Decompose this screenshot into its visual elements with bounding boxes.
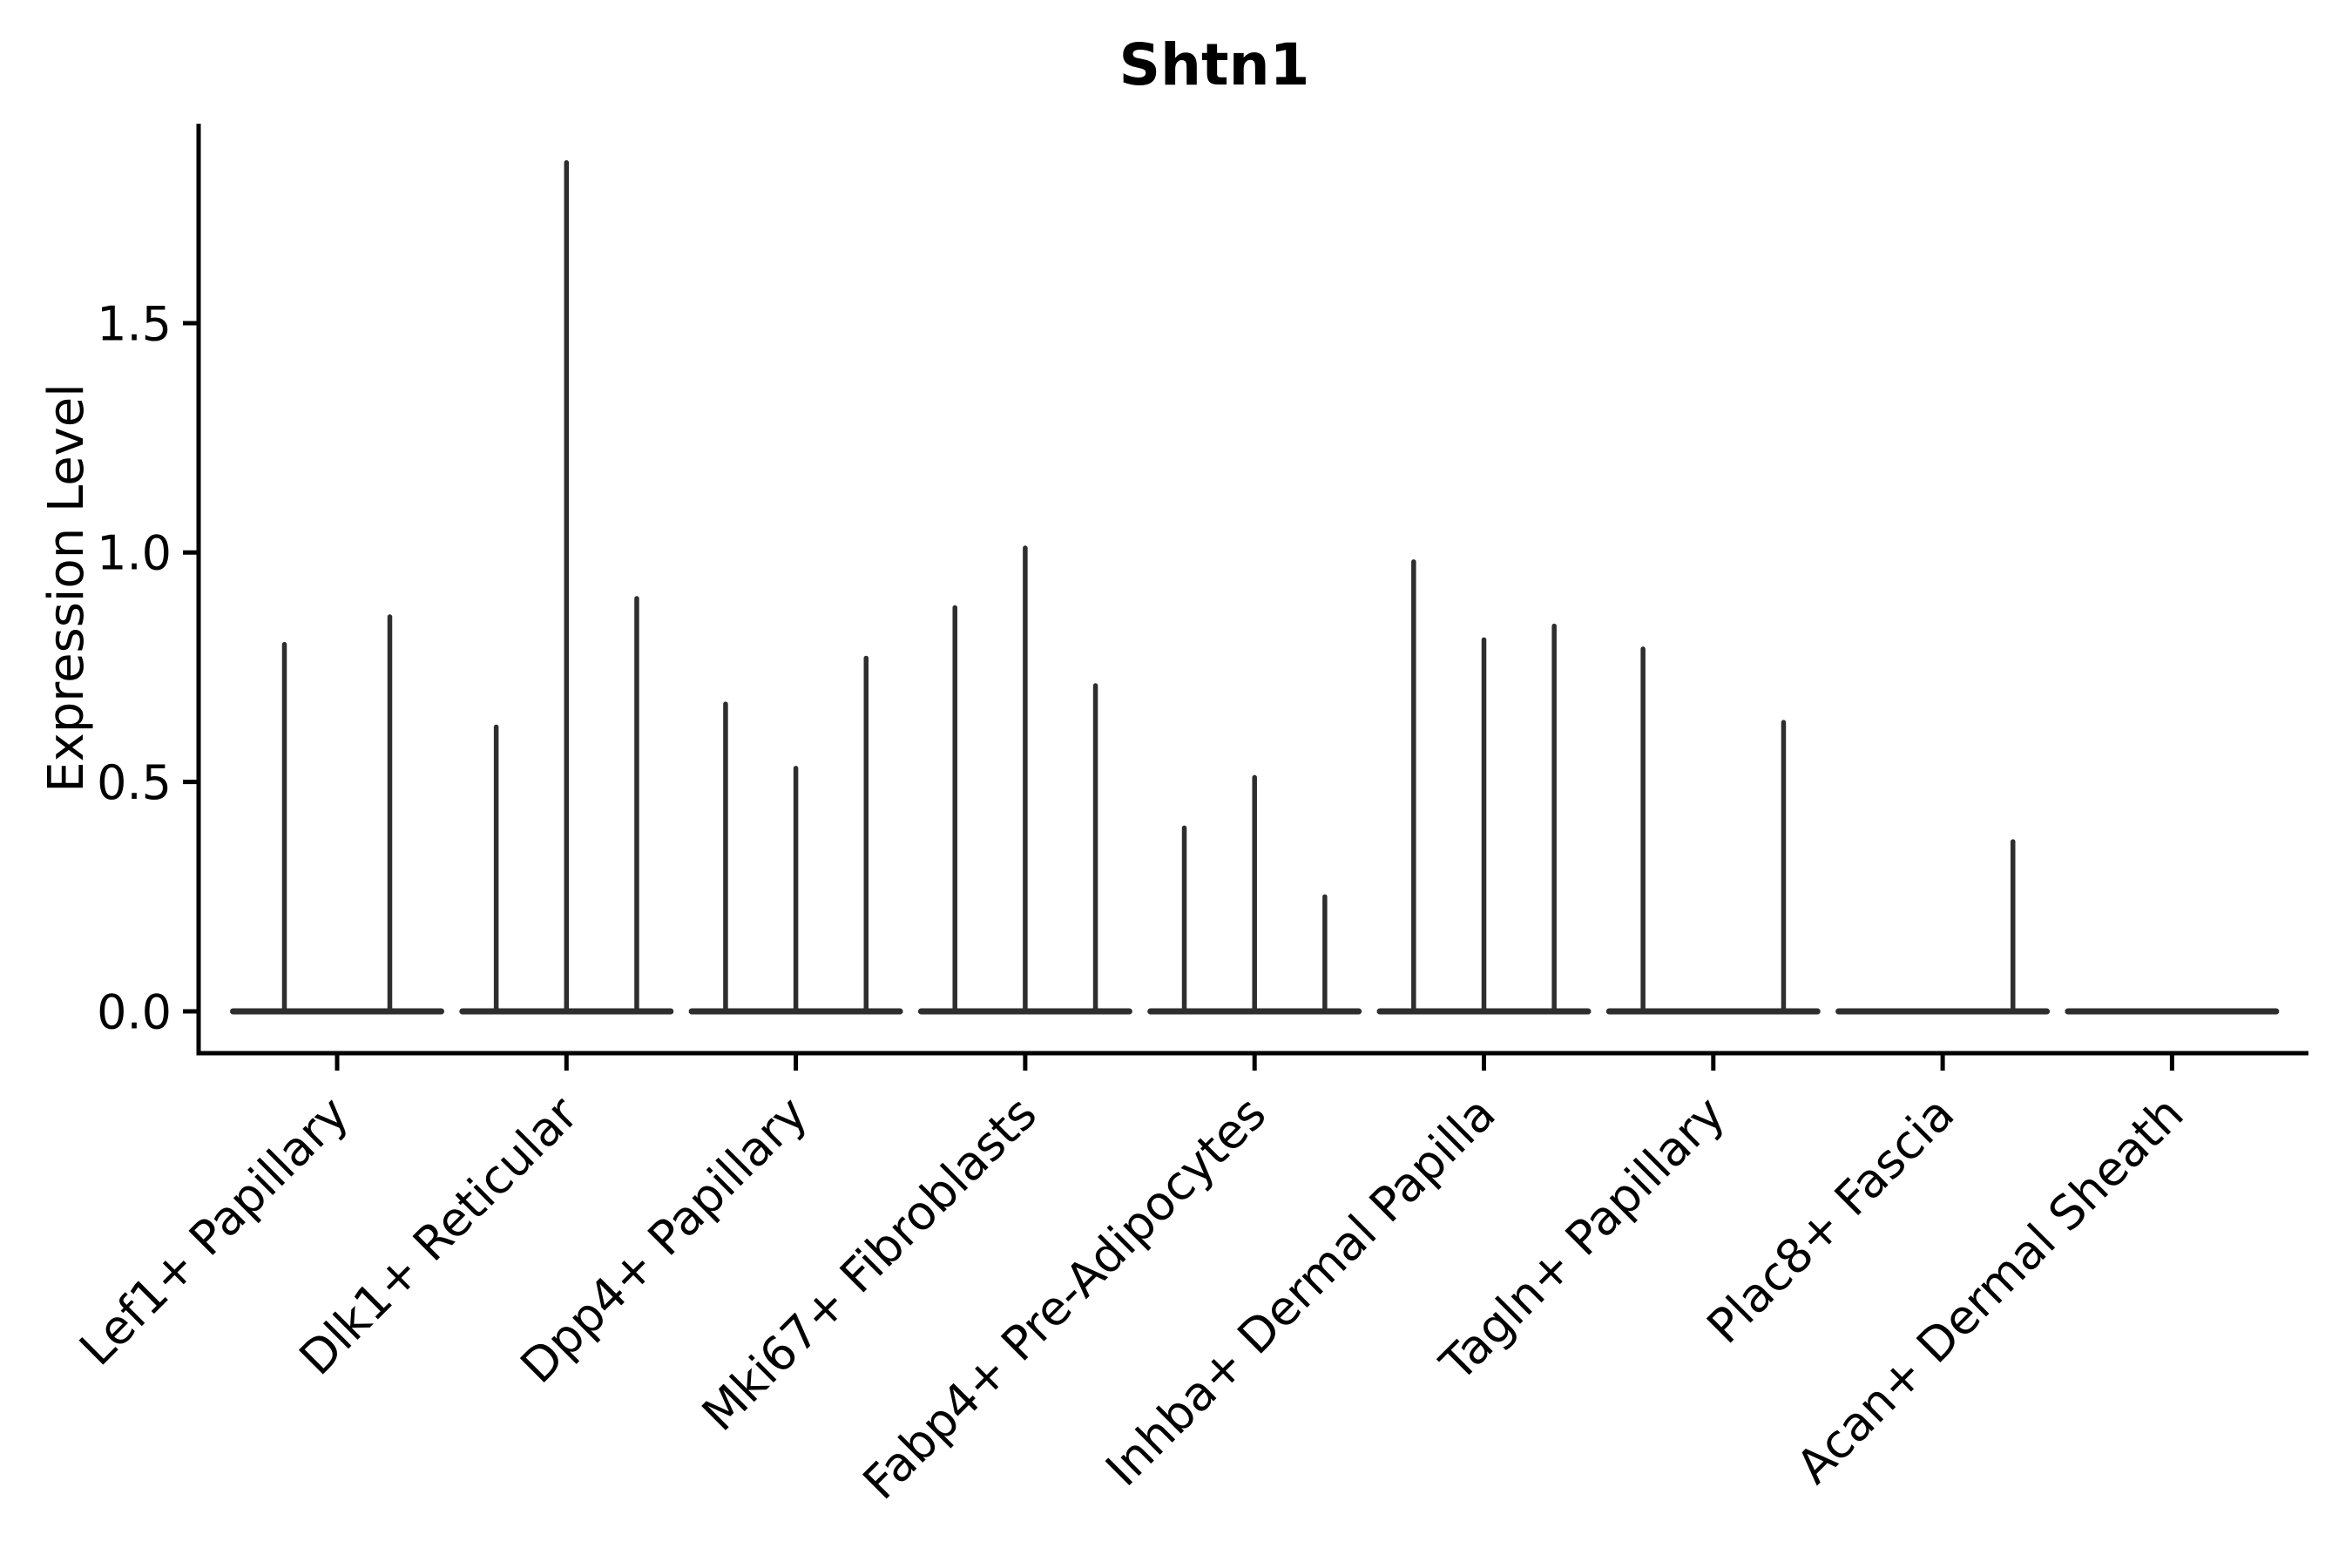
chart-title: Shtn1: [1119, 31, 1310, 98]
y-tick-label: 1.5: [97, 296, 172, 351]
x-tick-label: Fabp4+ Pre-Adipocytes: [853, 1086, 1277, 1511]
y-tick-label: 0.0: [97, 984, 172, 1039]
y-axis-ticks: 0.0 0.5 1.0 1.5: [97, 296, 199, 1039]
y-axis-label: Expression Level: [38, 383, 95, 793]
violin-group: [1147, 774, 1362, 1015]
violin-group: [688, 655, 903, 1015]
violin-group: [230, 614, 444, 1015]
violin-group: [1835, 839, 2051, 1015]
violin-group: [917, 545, 1132, 1015]
x-tick-label: Inhba+ Dermal Papilla: [1095, 1086, 1505, 1497]
violin-group: [459, 159, 674, 1015]
violin-group: [1605, 646, 1821, 1015]
x-tick-label: Acan+ Dermal Sheath: [1786, 1086, 2193, 1494]
y-tick-label: 0.5: [97, 755, 172, 810]
y-tick-label: 1.0: [97, 526, 172, 581]
violin-group: [1376, 559, 1592, 1015]
x-tick-label: Plac8+ Fascia: [1697, 1086, 1965, 1355]
violins: [230, 159, 2280, 1015]
